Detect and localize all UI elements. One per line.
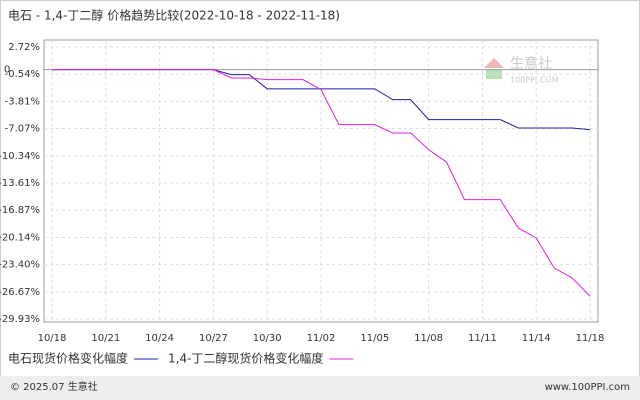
watermark-text: 生意社 (510, 55, 552, 72)
y-tick-label: 2.72% (8, 42, 40, 53)
y-tick-label: -7.07% (5, 124, 40, 135)
x-tick-label: 10/30 (253, 333, 282, 344)
y-tick-label: -0.54% (5, 69, 40, 80)
x-tick-label: 10/27 (199, 333, 228, 344)
x-tick-label: 11/08 (414, 333, 443, 344)
chart-title: 电石 - 1,4-丁二醇 价格趋势比较(2022-10-18 - 2022-11… (8, 8, 340, 23)
x-tick-label: 11/14 (522, 333, 551, 344)
y-tick-label: -20.14% (0, 232, 40, 243)
footer-bar (0, 376, 640, 400)
website: www.100PPI.com (545, 382, 630, 393)
x-tick-label: 10/21 (91, 333, 120, 344)
y-tick-label: -26.67% (0, 287, 40, 298)
y-tick-label: -29.93% (0, 314, 40, 325)
y-tick-label: -3.81% (5, 96, 40, 107)
legend-label: 电石现货价格变化幅度 (8, 351, 128, 366)
x-tick-label: 11/02 (307, 333, 336, 344)
x-tick-label: 11/18 (576, 333, 605, 344)
legend-label: 1,4-丁二醇现货价格变化幅度 (168, 351, 323, 366)
y-tick-label: -10.34% (0, 151, 40, 162)
x-tick-label: 10/18 (38, 333, 67, 344)
y-tick-label: -16.87% (0, 205, 40, 216)
y-tick-label: -13.61% (0, 178, 40, 189)
x-tick-label: 10/24 (145, 333, 174, 344)
logo-roof (484, 58, 504, 68)
x-tick-label: 11/05 (360, 333, 389, 344)
copyright: © 2025.07 生意社 (10, 380, 98, 393)
y-tick-label: 0 (4, 65, 10, 76)
watermark-text: 100PPI.COM (510, 76, 559, 85)
x-tick-label: 11/11 (468, 333, 497, 344)
series-line (52, 69, 591, 297)
y-tick-label: -23.40% (0, 260, 40, 271)
